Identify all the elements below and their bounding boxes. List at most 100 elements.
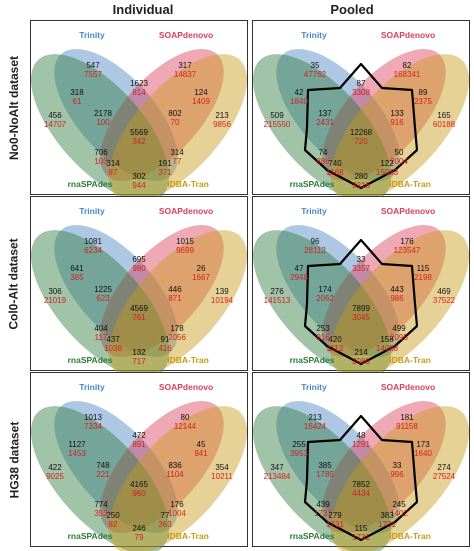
region-tsi-value: 986 [390,294,404,303]
region-ri-value: 2080 [352,357,370,366]
region-t-count: 213 [308,413,322,422]
overlap-outline [303,62,419,190]
region-r-value: 9025 [46,472,64,481]
set-label-rnaspades: rnaSPAdes [68,355,113,365]
region-si-count: 89 [419,88,428,97]
region-sr-count: 439 [316,500,330,509]
region-si-count: 124 [194,88,208,97]
set-label-idba: IDBA-Tran [389,179,431,189]
region-ri-value: 1731 [352,533,370,542]
set-label-trinity: Trinity [301,382,327,392]
region-ri-value: 79 [135,533,144,542]
region-tr-count: 641 [70,264,84,273]
region-tsr-count: 137 [318,109,332,118]
region-all-value: 960 [132,489,146,498]
region-tsi-value: 871 [168,294,182,303]
region-sr-count: 253 [316,324,330,333]
region-all-count: 7852 [352,480,370,489]
region-ts-count: 87 [357,79,366,88]
trinity-ellipse [54,400,178,534]
set-label-soapdenovo: SOAPdenovo [381,206,435,216]
region-r-count: 509 [270,111,284,120]
region-s-count: 1015 [176,237,194,246]
panel-frame [30,20,248,195]
set-label-trinity: Trinity [79,30,105,40]
soapdenovo-ellipse [100,224,224,358]
region-tr-count: 318 [70,88,84,97]
idba-ellipse [108,406,248,551]
region-tr-value: 2948 [290,273,308,282]
region-ts-value: 980 [132,264,146,273]
region-tri-count: 250 [106,511,120,520]
set-label-rnaspades: rnaSPAdes [68,531,113,541]
venn-panel-0-1: Trinity SOAPdenovo rnaSPAdes IDBA-Tran 35477… [252,20,470,202]
region-r-value: 213484 [264,472,291,481]
trinity-ellipse [54,224,178,358]
region-sr-value: 886 [316,157,330,166]
set-label-rnaspades: rnaSPAdes [290,531,335,541]
soapdenovo-ellipse [322,400,446,534]
region-t-value: 47762 [304,70,327,79]
region-sr-count: 774 [94,500,108,509]
region-s-count: 181 [400,413,414,422]
region-tsi-count: 133 [390,109,404,118]
region-tri-count: 314 [106,159,120,168]
region-t-count: 1081 [84,237,102,246]
set-label-trinity: Trinity [79,206,105,216]
region-tr-value: 1840 [290,97,308,106]
region-t-value: 7334 [84,422,102,431]
region-si-count: 173 [416,440,430,449]
region-ts-count: 48 [357,431,366,440]
region-i-value: 10211 [211,472,233,481]
region-ts-count: 33 [357,255,366,264]
region-si-value: 1640 [414,449,432,458]
region-sri-value: 416 [158,344,172,353]
soapdenovo-ellipse [100,400,224,534]
region-ti-value: 1004 [168,509,186,518]
region-all-value: 761 [132,313,146,322]
rnaspades-ellipse [252,54,392,202]
region-ti-count: 50 [395,148,404,157]
region-t-count: 1013 [84,413,102,422]
trinity-ellipse [276,224,400,358]
region-ts-count: 472 [132,431,146,440]
region-ti-value: 2056 [168,333,186,342]
venn-panel-0-0: Trinity SOAPdenovo rnaSPAdes IDBA-Tran 54775… [30,20,248,202]
region-sr-value: 117 [95,333,108,342]
idba-ellipse [330,230,470,378]
soapdenovo-ellipse [100,48,224,182]
region-s-value: 168341 [394,70,421,79]
region-t-value: 6234 [84,246,102,255]
region-i-value: 60188 [433,120,456,129]
trinity-ellipse [276,48,400,182]
idba-ellipse [330,54,470,202]
region-sri-value: 371 [158,168,172,177]
region-sr-count: 74 [319,148,328,157]
panel-frame [30,372,248,547]
region-sri-count: 77 [161,511,170,520]
set-label-soapdenovo: SOAPdenovo [159,206,213,216]
set-label-idba: IDBA-Tran [389,531,431,541]
region-all-count: 4165 [130,480,148,489]
panel-frame [252,372,470,547]
region-tri-value: 87 [109,168,118,177]
column-header-pooled: Pooled [330,2,374,17]
region-si-count: 45 [197,440,206,449]
region-s-count: 80 [181,413,190,422]
region-s-value: 91158 [396,422,418,431]
region-tr-value: 3953 [290,449,308,458]
region-r-value: 141513 [264,296,291,305]
region-si-value: 2375 [414,97,432,106]
region-ti-count: 314 [170,148,184,157]
rnaspades-ellipse [30,230,170,378]
region-s-value: 9699 [176,246,194,255]
region-sr-value: 103 [94,157,108,166]
region-all-count: 7899 [352,304,370,313]
region-tr-count: 47 [295,264,304,273]
region-tsi-count: 443 [390,285,404,294]
region-tr-count: 42 [295,88,304,97]
set-label-trinity: Trinity [79,382,105,392]
